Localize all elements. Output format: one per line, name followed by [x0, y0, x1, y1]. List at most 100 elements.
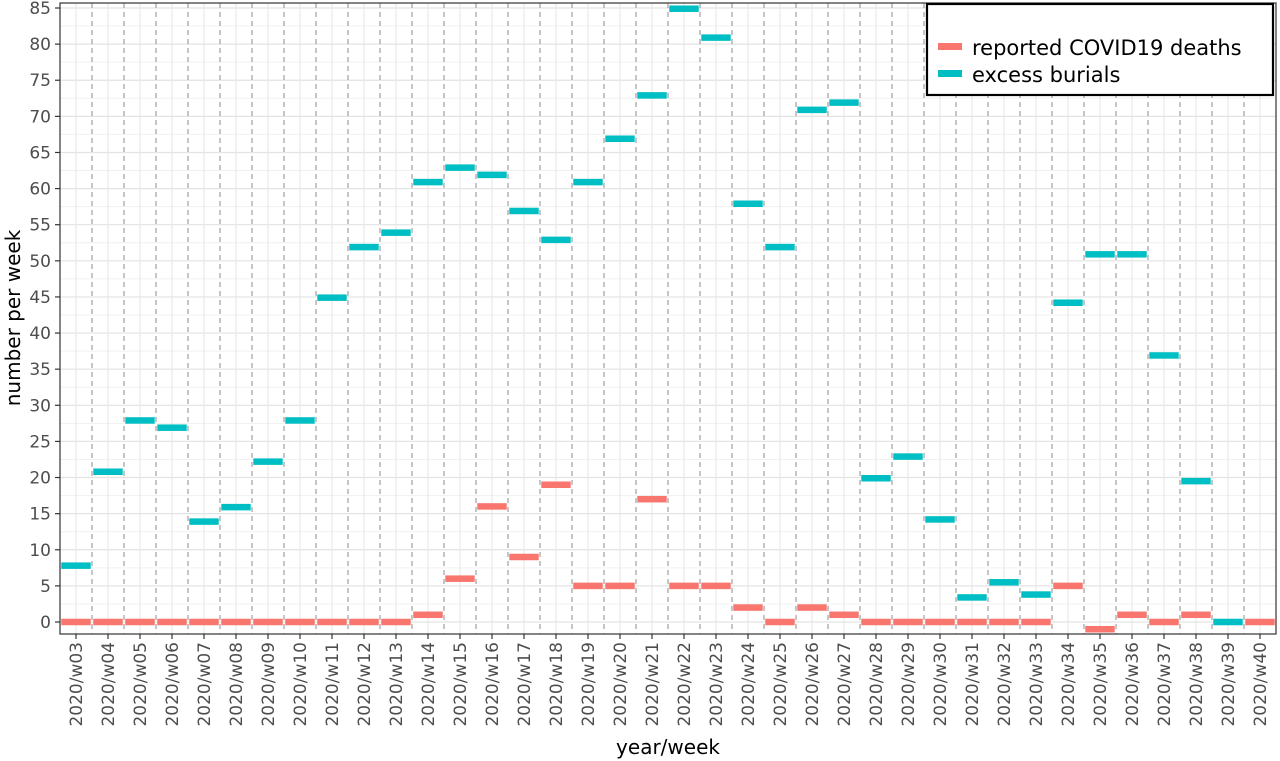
mark-reported-covid19-deaths-2020-w03 — [61, 618, 91, 626]
y-tick-label: 60 — [29, 180, 51, 200]
mark-reported-covid19-deaths-2020-w06 — [157, 618, 187, 626]
mark-excess-burials-2020-w25 — [765, 243, 795, 251]
mark-reported-covid19-deaths-2020-w16 — [477, 503, 507, 510]
x-tick-label: 2020/w19 — [579, 642, 599, 727]
x-tick-label: 2020/w26 — [803, 642, 823, 727]
legend-swatch-excess-burials — [938, 70, 962, 77]
x-axis-title: year/week — [616, 735, 720, 759]
legend: reported COVID19 deaths excess burials — [925, 2, 1275, 97]
x-tick-label: 2020/w09 — [259, 642, 279, 727]
mark-excess-burials-2020-w20 — [605, 135, 635, 142]
mark-reported-covid19-deaths-2020-w26 — [797, 604, 827, 611]
mark-reported-covid19-deaths-2020-w09 — [253, 618, 283, 626]
mark-excess-burials-2020-w35 — [1085, 251, 1115, 258]
data-marks — [61, 5, 1275, 633]
mark-reported-covid19-deaths-2020-w04 — [93, 618, 123, 626]
mark-excess-burials-2020-w06 — [157, 424, 187, 431]
mark-excess-burials-2020-w33 — [1021, 591, 1051, 598]
mark-excess-burials-2020-w23 — [701, 34, 731, 41]
y-tick-label: 65 — [29, 143, 51, 163]
x-tick-label: 2020/w18 — [547, 642, 567, 727]
mark-excess-burials-2020-w21 — [637, 92, 667, 99]
x-tick-label: 2020/w22 — [675, 642, 695, 727]
mark-excess-burials-2020-w18 — [541, 236, 571, 244]
mark-excess-burials-2020-w08 — [221, 503, 251, 511]
plot-border — [59, 2, 1277, 635]
x-tick-label: 2020/w29 — [899, 642, 919, 727]
x-tick-label: 2020/w03 — [67, 642, 87, 727]
legend-label-excess-burials: excess burials — [972, 63, 1120, 87]
x-tick-label: 2020/w08 — [227, 642, 247, 727]
mark-reported-covid19-deaths-2020-w24 — [733, 604, 763, 611]
y-tick-label: 0 — [40, 613, 51, 633]
mark-reported-covid19-deaths-2020-w20 — [605, 582, 635, 590]
x-tick-label: 2020/w39 — [1219, 642, 1239, 727]
mark-reported-covid19-deaths-2020-w33 — [1021, 618, 1051, 626]
mark-excess-burials-2020-w11 — [317, 294, 347, 301]
y-tick-label: 30 — [29, 396, 51, 416]
y-tick-label: 50 — [29, 252, 51, 272]
x-tick-label: 2020/w40 — [1251, 642, 1271, 727]
y-tick-label: 80 — [29, 35, 51, 55]
mark-excess-burials-2020-w17 — [509, 207, 539, 215]
y-tick-label: 45 — [29, 288, 51, 308]
y-axis-ticks: 0 5 10 15 20 25 30 35 40 45 50 55 60 65 70 75 80 85 — [29, 0, 60, 633]
x-tick-label: 2020/w10 — [291, 642, 311, 727]
mark-excess-burials-2020-w31 — [957, 594, 987, 601]
mark-reported-covid19-deaths-2020-w34 — [1053, 582, 1083, 590]
mark-excess-burials-2020-w04 — [93, 468, 123, 476]
mark-excess-burials-2020-w30 — [925, 516, 955, 523]
y-tick-label: 55 — [29, 216, 51, 236]
y-tick-label: 75 — [29, 71, 51, 91]
x-tick-label: 2020/w23 — [707, 642, 727, 727]
mark-excess-burials-2020-w03 — [61, 562, 91, 569]
mark-reported-covid19-deaths-2020-w37 — [1149, 618, 1179, 626]
x-tick-label: 2020/w30 — [931, 642, 951, 727]
mark-reported-covid19-deaths-2020-w08 — [221, 618, 251, 626]
x-tick-label: 2020/w37 — [1155, 642, 1175, 727]
x-tick-label: 2020/w31 — [963, 642, 983, 727]
mark-reported-covid19-deaths-2020-w29 — [893, 618, 923, 626]
x-tick-label: 2020/w17 — [515, 642, 535, 727]
x-tick-label: 2020/w12 — [355, 642, 375, 727]
x-tick-label: 2020/w35 — [1091, 642, 1111, 727]
mark-reported-covid19-deaths-2020-w12 — [349, 618, 379, 626]
legend-swatch-reported-covid19-deaths — [938, 43, 962, 50]
legend-label-reported-covid19-deaths: reported COVID19 deaths — [972, 36, 1242, 60]
mark-excess-burials-2020-w36 — [1117, 251, 1147, 258]
mark-excess-burials-2020-w39 — [1213, 618, 1243, 626]
mark-reported-covid19-deaths-2020-w23 — [701, 582, 731, 590]
y-tick-label: 10 — [29, 541, 51, 561]
x-tick-label: 2020/w05 — [131, 642, 151, 727]
mark-reported-covid19-deaths-2020-w05 — [125, 618, 155, 626]
mark-excess-burials-2020-w13 — [381, 229, 411, 236]
mark-excess-burials-2020-w28 — [861, 475, 891, 482]
x-tick-label: 2020/w14 — [419, 642, 439, 727]
mark-reported-covid19-deaths-2020-w38 — [1181, 611, 1211, 619]
mark-excess-burials-2020-w27 — [829, 99, 859, 106]
x-tick-label: 2020/w20 — [611, 642, 631, 727]
x-tick-label: 2020/w11 — [323, 642, 343, 727]
mark-excess-burials-2020-w19 — [573, 178, 603, 186]
mark-excess-burials-2020-w32 — [989, 579, 1019, 586]
mark-reported-covid19-deaths-2020-w19 — [573, 582, 603, 590]
x-tick-label: 2020/w28 — [867, 642, 887, 727]
mark-reported-covid19-deaths-2020-w13 — [381, 618, 411, 626]
x-tick-label: 2020/w15 — [451, 642, 471, 727]
mark-excess-burials-2020-w37 — [1149, 352, 1179, 359]
mark-excess-burials-2020-w10 — [285, 417, 315, 424]
mark-excess-burials-2020-w29 — [893, 453, 923, 460]
x-tick-label: 2020/w27 — [835, 642, 855, 727]
mark-excess-burials-2020-w26 — [797, 106, 827, 114]
x-tick-label: 2020/w13 — [387, 642, 407, 727]
mark-reported-covid19-deaths-2020-w27 — [829, 611, 859, 619]
x-tick-label: 2020/w16 — [483, 642, 503, 727]
x-tick-label: 2020/w36 — [1123, 642, 1143, 727]
mark-excess-burials-2020-w34 — [1053, 299, 1083, 306]
mark-reported-covid19-deaths-2020-w22 — [669, 582, 699, 590]
mark-excess-burials-2020-w09 — [253, 458, 283, 465]
mark-reported-covid19-deaths-2020-w25 — [765, 618, 795, 626]
x-tick-label: 2020/w21 — [643, 642, 663, 727]
legend-box — [925, 2, 1275, 97]
